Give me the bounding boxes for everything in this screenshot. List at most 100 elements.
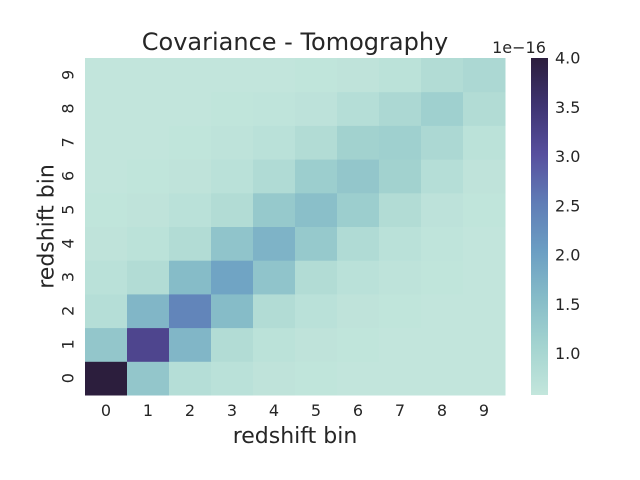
x-tick-label: 5 xyxy=(311,401,321,420)
heatmap-cell xyxy=(127,58,170,93)
x-tick-label: 8 xyxy=(437,401,447,420)
y-tick-label: 4 xyxy=(59,238,78,248)
heatmap-cell xyxy=(379,91,422,126)
heatmap-cell xyxy=(421,125,464,160)
colorbar-tick-labels: 1.0 1.5 2.0 2.5 3.0 3.5 4.0 xyxy=(555,49,580,364)
heatmap-cell xyxy=(463,91,506,126)
heatmap-cell xyxy=(211,91,254,126)
heatmap-cell xyxy=(379,260,422,295)
heatmap-cell xyxy=(211,192,254,227)
heatmap-cell xyxy=(169,293,212,329)
heatmap-cell xyxy=(337,192,380,227)
heatmap-cell xyxy=(127,125,170,160)
heatmap-cell xyxy=(253,226,296,261)
y-tick-label: 5 xyxy=(59,205,78,215)
colorbar-tick-label: 2.5 xyxy=(555,196,580,215)
heatmap-cell xyxy=(85,91,128,126)
heatmap-cell xyxy=(85,361,128,396)
heatmap-cell xyxy=(85,260,128,295)
y-tick-label: 6 xyxy=(59,171,78,181)
heatmap-cell xyxy=(127,91,170,126)
heatmap-cell xyxy=(85,125,128,160)
heatmap-cell xyxy=(127,327,170,362)
colorbar-scale-label: 1e−16 xyxy=(492,38,546,57)
heatmap-cell xyxy=(379,361,422,396)
heatmap-cell xyxy=(85,192,128,227)
heatmap-cell xyxy=(295,91,338,126)
heatmap-cell xyxy=(253,260,296,295)
heatmap-cell xyxy=(337,159,380,194)
heatmap-cell xyxy=(211,58,254,93)
heatmap-cell xyxy=(211,159,254,194)
colorbar-tick-label: 3.0 xyxy=(555,147,580,166)
heatmap-cell xyxy=(463,293,506,329)
x-axis-label: redshift bin xyxy=(233,424,358,449)
heatmap-cell xyxy=(211,361,254,396)
heatmap-cell xyxy=(463,58,506,93)
heatmap-cell xyxy=(421,159,464,194)
heatmap-cell xyxy=(337,58,380,93)
heatmap-cell xyxy=(211,293,254,329)
heatmap-cell xyxy=(463,125,506,160)
heatmap-cell xyxy=(421,361,464,396)
heatmap-cell xyxy=(295,260,338,295)
heatmap-cell xyxy=(379,192,422,227)
heatmap-cell xyxy=(463,192,506,227)
heatmap-cell xyxy=(253,361,296,396)
colorbar-tick-label: 1.5 xyxy=(555,295,580,314)
x-tick-label: 3 xyxy=(227,401,237,420)
heatmap-cells xyxy=(85,58,506,396)
x-tick-label: 0 xyxy=(101,401,111,420)
heatmap-cell xyxy=(211,260,254,295)
heatmap-cell xyxy=(85,293,128,329)
colorbar-tick-label: 1.0 xyxy=(555,344,580,363)
heatmap-cell xyxy=(85,159,128,194)
heatmap-cell xyxy=(169,58,212,93)
y-tick-label: 8 xyxy=(59,103,78,113)
heatmap-cell xyxy=(421,260,464,295)
heatmap-cell xyxy=(379,159,422,194)
heatmap-cell xyxy=(379,125,422,160)
y-tick-labels: 0 1 2 3 4 5 6 7 8 9 xyxy=(59,70,78,383)
x-tick-labels: 0 1 2 3 4 5 6 7 8 9 xyxy=(101,401,489,420)
heatmap-cell xyxy=(295,192,338,227)
heatmap-cell xyxy=(421,192,464,227)
heatmap-cell xyxy=(169,226,212,261)
heatmap-cell xyxy=(295,327,338,362)
heatmap-cell xyxy=(127,192,170,227)
x-tick-label: 2 xyxy=(185,401,195,420)
y-tick-label: 9 xyxy=(59,70,78,80)
x-tick-label: 9 xyxy=(479,401,489,420)
x-tick-label: 6 xyxy=(353,401,363,420)
colorbar-tick-label: 4.0 xyxy=(555,49,580,68)
heatmap-cell xyxy=(253,327,296,362)
heatmap-cell xyxy=(295,58,338,93)
heatmap-cell xyxy=(211,125,254,160)
heatmap-cell xyxy=(337,125,380,160)
heatmap-cell xyxy=(463,260,506,295)
heatmap-cell xyxy=(463,226,506,261)
heatmap-cell xyxy=(169,159,212,194)
heatmap-cell xyxy=(127,293,170,329)
colorbar-tick-label: 2.0 xyxy=(555,246,580,265)
heatmap-cell xyxy=(379,58,422,93)
heatmap-cell xyxy=(295,159,338,194)
heatmap-cell xyxy=(463,159,506,194)
x-tick-label: 4 xyxy=(269,401,279,420)
heatmap-cell xyxy=(463,327,506,362)
heatmap-cell xyxy=(337,327,380,362)
heatmap-cell xyxy=(337,361,380,396)
heatmap-cell xyxy=(295,125,338,160)
heatmap-cell xyxy=(127,260,170,295)
heatmap-cell xyxy=(463,361,506,396)
heatmap-cell xyxy=(253,293,296,329)
heatmap-cell xyxy=(127,226,170,261)
y-axis-label: redshift bin xyxy=(35,164,60,289)
heatmap-cell xyxy=(337,226,380,261)
y-tick-label: 2 xyxy=(59,306,78,316)
heatmap-cell xyxy=(295,293,338,329)
y-tick-label: 3 xyxy=(59,272,78,282)
heatmap-cell xyxy=(253,159,296,194)
heatmap-cell xyxy=(253,125,296,160)
